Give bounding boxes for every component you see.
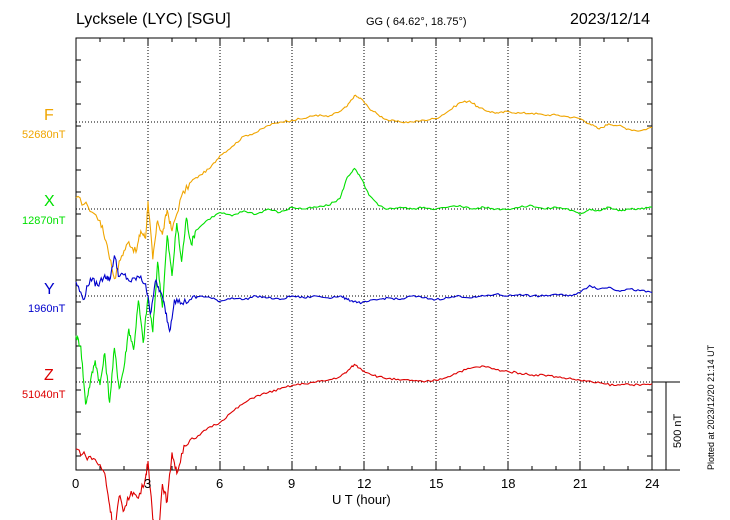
scale-bar	[652, 381, 680, 471]
grid-lines	[147, 38, 581, 470]
x-tick-label-24: 24	[645, 476, 660, 491]
station-title: Lycksele (LYC) [SGU]	[76, 11, 231, 28]
baseline-label-f: 52680nT	[22, 129, 66, 141]
series-label-x: X	[44, 193, 55, 210]
series-label-y: Y	[44, 281, 55, 298]
x-axis-label: U T (hour)	[332, 492, 391, 507]
x-tick-label-0: 0	[72, 476, 80, 491]
x-tick-label-18: 18	[501, 476, 516, 491]
series-lines	[75, 94, 653, 520]
baseline-label-z: 51040nT	[22, 389, 66, 401]
x-tick-label-3: 3	[144, 476, 152, 491]
series-line-y	[75, 255, 653, 334]
x-tick-label-21: 21	[573, 476, 588, 491]
series-label-z: Z	[44, 367, 54, 384]
x-tick-label-6: 6	[216, 476, 224, 491]
baseline-label-y: 1960nT	[28, 303, 66, 315]
x-tick-label-12: 12	[357, 476, 372, 491]
x-tick-label-9: 9	[288, 476, 296, 491]
date-label: 2023/12/14	[570, 11, 651, 28]
x-tick-label-15: 15	[429, 476, 444, 491]
coordinates-label: GG ( 64.62°, 18.75°)	[366, 16, 467, 28]
plotted-timestamp: Plotted at 2023/12/20 21:14 UT	[706, 344, 716, 470]
series-line-f	[75, 94, 653, 280]
scale-bar-label: 500 nT	[672, 413, 684, 448]
series-line-z	[75, 363, 653, 520]
x-ticks	[75, 38, 653, 470]
baseline-lines	[76, 121, 652, 383]
series-label-f: F	[44, 107, 54, 124]
baseline-label-x: 12870nT	[22, 215, 66, 227]
series-line-x	[75, 167, 653, 405]
